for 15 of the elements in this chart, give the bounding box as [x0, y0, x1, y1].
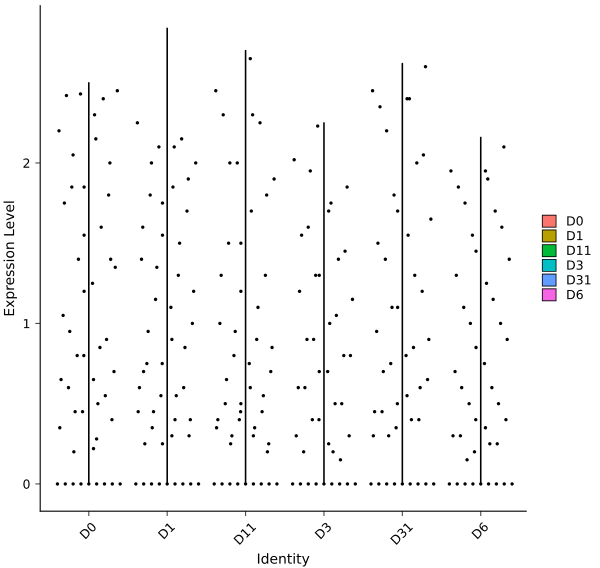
legend-label: D1 — [567, 231, 582, 240]
y-tick-label: 2 — [23, 158, 30, 168]
y-tick-label: 0 — [23, 479, 30, 489]
x-tick-label: D6 — [471, 522, 489, 540]
legend-label: D3 — [567, 260, 583, 270]
legend-label: D11 — [567, 246, 590, 255]
x-tick-label: D3 — [314, 522, 332, 540]
x-axis-title: Identity — [258, 553, 310, 567]
legend-label: D31 — [567, 275, 590, 285]
legend-label: D0 — [567, 216, 583, 226]
x-tick-label: D1 — [158, 522, 176, 540]
x-tick-label: D0 — [79, 522, 97, 540]
y-axis-title: Expression Level — [4, 202, 17, 316]
legend-label: D6 — [567, 290, 583, 300]
y-tick-label: 1 — [24, 319, 30, 328]
